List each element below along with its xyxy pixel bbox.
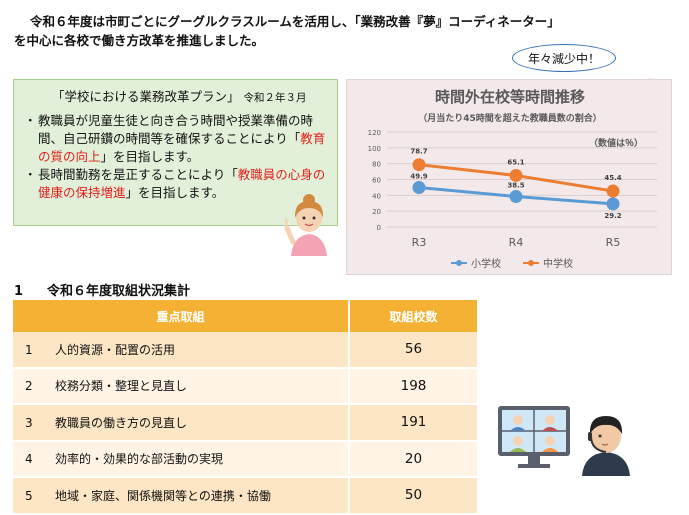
plan-item-highlight: 教職員の心身の健康の保持増進 — [38, 167, 326, 200]
plan-item-text: 長時間勤務を是正することにより「教職員の心身の健康の保持増進」を目指します。 — [38, 166, 327, 202]
y-tick-label: 20 — [372, 208, 381, 216]
intro-line-2: を中心に各校で働き方改革を推進しました。 — [14, 33, 265, 48]
initiative-number: 2 — [25, 379, 33, 394]
data-point — [412, 180, 426, 194]
initiative-cell: 5 地域・家庭、関係機関等との連携・協働 — [13, 477, 350, 515]
school-count-cell: 198 — [349, 367, 477, 405]
data-point — [606, 184, 620, 198]
y-tick-label: 60 — [372, 177, 381, 185]
y-tick-label: 0 — [377, 224, 381, 232]
table-row: 4 効率的・効果的な部活動の実現 20 — [13, 440, 477, 478]
overtime-chart-panel: 時間外在校等時間推移 （月当たり45時間を超えた教職員数の割合） （数値は％） … — [346, 79, 672, 275]
chart-subtitle: （月当たり45時間を超えた教職員数の割合） — [418, 112, 602, 124]
data-label: 65.1 — [507, 158, 524, 166]
section-heading: 1 令和６年度取組状況集計 — [14, 280, 190, 299]
x-tick-label: R5 — [606, 236, 621, 249]
data-point — [412, 158, 426, 172]
initiative-label: 校務分類・整理と見直し — [55, 379, 188, 394]
y-tick-label: 40 — [372, 192, 381, 200]
legend-swatch-marker — [528, 260, 534, 266]
section-number: 1 — [14, 284, 24, 299]
school-count-cell: 20 — [349, 440, 477, 478]
initiative-cell: 1 人的資源・配置の活用 — [13, 332, 350, 369]
plan-item-bullet: ・ — [24, 113, 37, 128]
plan-item-text: 教職員が児童生徒と向き合う時間や授業準備の時間、自己研鑽の時間等を確保することに… — [38, 112, 327, 166]
table-row: 2 校務分類・整理と見直し 198 — [13, 367, 477, 405]
y-tick-label: 120 — [368, 129, 381, 137]
legend-label: 中学校 — [543, 257, 573, 270]
table-row: 5 地域・家庭、関係機関等との連携・協働 50 — [13, 477, 477, 515]
school-count-cell: 50 — [349, 477, 477, 515]
initiative-label: 人的資源・配置の活用 — [55, 342, 176, 357]
plan-title-text: 「学校における業務改革プラン」 — [52, 89, 240, 104]
plan-item-text-before: 教職員が児童生徒と向き合う時間や授業準備の時間、自己研鑽の時間等を確保することに… — [38, 113, 314, 146]
plan-title: 「学校における業務改革プラン」 令和２年３月 — [24, 88, 327, 107]
initiative-label: 教職員の働き方の見直し — [55, 415, 188, 430]
column-header-initiative: 重点取組 — [13, 300, 350, 332]
plan-item-text-after: 」を目指します。 — [125, 185, 225, 200]
plan-item-highlight: 教育の質の向上 — [38, 131, 326, 164]
legend-label: 小学校 — [471, 257, 501, 270]
intro-text: 令和６年度は市町ごとにグーグルクラスルームを活用し、「業務改善『夢』コーディネー… — [14, 12, 674, 50]
school-count-cell: 191 — [349, 404, 477, 442]
y-tick-label: 80 — [372, 161, 381, 169]
initiative-number: 3 — [25, 415, 33, 430]
initiative-number: 1 — [25, 342, 33, 357]
chart-title: 時間外在校等時間推移 — [435, 88, 585, 106]
y-tick-label: 100 — [368, 145, 381, 153]
plan-item-bullet: ・ — [24, 167, 37, 182]
initiative-label: 効率的・効果的な部活動の実現 — [55, 452, 224, 467]
data-label: 38.5 — [507, 182, 524, 190]
plan-date: 令和２年３月 — [243, 92, 307, 104]
plan-item: ・ 教職員が児童生徒と向き合う時間や授業準備の時間、自己研鑽の時間等を確保するこ… — [24, 112, 327, 166]
data-label: 49.9 — [410, 172, 427, 180]
data-point — [606, 197, 620, 211]
initiative-cell: 2 校務分類・整理と見直し — [13, 367, 350, 405]
chart-unit-note: （数値は％） — [589, 137, 643, 149]
x-tick-label: R4 — [509, 236, 524, 249]
data-label: 78.7 — [410, 148, 427, 156]
plan-item-text-before: 長時間勤務を是正することにより「 — [38, 167, 238, 182]
initiative-cell: 4 効率的・効果的な部活動の実現 — [13, 440, 350, 478]
initiative-label: 地域・家庭、関係機関等との連携・協働 — [55, 488, 271, 503]
speech-bubble: 年々減少中！ — [512, 44, 616, 72]
table-row: 1 人的資源・配置の活用 56 — [13, 332, 477, 369]
initiative-cell: 3 教職員の働き方の見直し — [13, 404, 350, 442]
column-header-school-count: 取組校数 — [349, 300, 477, 332]
data-label: 29.2 — [604, 212, 621, 220]
data-point — [509, 168, 523, 182]
table-row: 3 教職員の働き方の見直し 191 — [13, 404, 477, 442]
initiative-number: 4 — [25, 452, 33, 467]
pointing-woman-illustration — [284, 194, 327, 256]
data-label: 45.4 — [604, 174, 621, 182]
legend-swatch-marker — [456, 260, 462, 266]
plan-item: ・ 長時間勤務を是正することにより「教職員の心身の健康の保持増進」を目指します。 — [24, 166, 327, 202]
school-count-cell: 56 — [349, 332, 477, 369]
plan-item-text-after: 」を目指します。 — [100, 149, 200, 164]
initiative-number: 5 — [25, 488, 33, 503]
table-header-row: 重点取組 取組校数 — [13, 300, 477, 332]
initiative-tally-table: 重点取組 取組校数 1 人的資源・配置の活用 56 2 校務分類・整理と見直し 19… — [13, 300, 477, 515]
section-title: 令和６年度取組状況集計 — [47, 284, 191, 299]
business-reform-plan-box: 「学校における業務改革プラン」 令和２年３月 ・ 教職員が児童生徒と向き合う時間や… — [13, 79, 338, 226]
video-conference-illustration — [498, 406, 630, 476]
overtime-line-chart: 時間外在校等時間推移 （月当たり45時間を超えた教職員数の割合） （数値は％） … — [368, 88, 657, 270]
data-point — [509, 190, 523, 204]
x-tick-label: R3 — [412, 236, 427, 249]
intro-line-1: 令和６年度は市町ごとにグーグルクラスルームを活用し、「業務改善『夢』コーディネー… — [30, 14, 560, 29]
